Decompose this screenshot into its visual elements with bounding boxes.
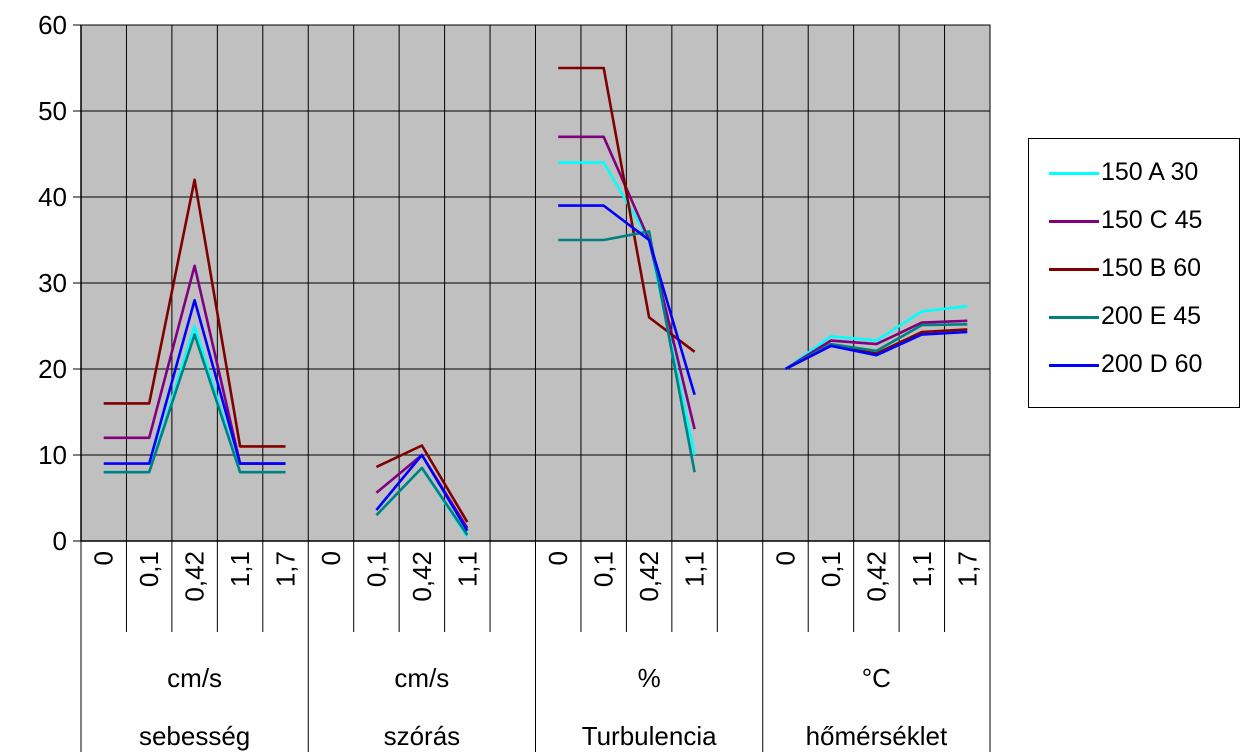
x-group-label: Turbulencia <box>582 721 717 751</box>
x-category-label: 1,1 <box>452 551 482 587</box>
x-unit-label: °C <box>862 663 891 693</box>
series-lines <box>103 66 968 538</box>
legend-item: 150 B 60 <box>1029 249 1239 289</box>
legend-item: 200 E 45 <box>1029 297 1239 337</box>
legend-item: 200 D 60 <box>1029 345 1239 385</box>
series-line-200-d-60 <box>103 298 286 465</box>
x-group-label: hőmérséklet <box>806 721 948 751</box>
series-line-200-e-45 <box>375 466 469 536</box>
x-category-label: 0,42 <box>407 551 437 602</box>
x-group-label: szórás <box>384 721 461 751</box>
series-line-150-b-60 <box>103 178 286 448</box>
x-category-label: 0 <box>543 551 573 565</box>
x-category-label: 0,42 <box>861 551 891 602</box>
legend: 150 A 30 150 C 45 150 B 60 200 E 45 200 D 60 <box>1028 138 1240 408</box>
x-category-label: 1,7 <box>271 551 301 587</box>
legend-label: 200 E 45 <box>1101 302 1202 330</box>
legend-item: 150 A 30 <box>1029 153 1239 193</box>
legend-label: 150 B 60 <box>1101 254 1202 282</box>
x-category-label: 0,42 <box>634 551 664 602</box>
series-line-150-b-60 <box>558 66 696 353</box>
legend-swatch <box>1049 268 1099 271</box>
series-line-150-c-45 <box>784 319 968 371</box>
y-tick-label: 20 <box>38 354 67 384</box>
x-category-label: 0,1 <box>361 551 391 587</box>
series-line-200-d-60 <box>784 330 968 371</box>
series-line-200-d-60 <box>558 204 696 396</box>
y-tick-label: 30 <box>38 268 67 298</box>
legend-swatch <box>1049 364 1099 367</box>
x-category-label: 1,7 <box>952 551 982 587</box>
x-category-label: 0,1 <box>816 551 846 587</box>
x-unit-label: % <box>638 663 661 693</box>
legend-label: 200 D 60 <box>1101 350 1203 378</box>
legend-swatch <box>1049 172 1099 175</box>
x-category-label: 0,1 <box>134 551 164 587</box>
y-tick-label: 10 <box>38 440 67 470</box>
series-line-200-e-45 <box>103 333 286 474</box>
series-line-150-a-30 <box>784 304 968 371</box>
x-category-label: 1,1 <box>907 551 937 587</box>
x-category-label: 0 <box>770 551 800 565</box>
y-tick-label: 50 <box>38 96 67 126</box>
x-unit-label: cm/s <box>167 663 222 693</box>
grid-lines <box>81 24 990 542</box>
series-line-200-e-45 <box>558 230 696 473</box>
legend-label: 150 A 30 <box>1101 158 1199 186</box>
x-group-label: sebesség <box>139 721 250 751</box>
legend-item: 150 C 45 <box>1029 201 1239 241</box>
x-category-label: 0 <box>316 551 346 565</box>
series-line-150-b-60 <box>375 444 469 523</box>
series-line-200-d-60 <box>375 453 469 532</box>
x-unit-label: cm/s <box>394 663 449 693</box>
y-axis: 0 10 20 30 40 50 60 <box>38 10 82 556</box>
y-tick-label: 60 <box>38 10 67 40</box>
x-axis: 0 0,1 0,42 1,1 1,7 cm/s sebesség 0 0,1 0,42 1,1 cm/… <box>80 540 991 752</box>
x-category-label: 0,1 <box>589 551 619 587</box>
legend-swatch <box>1049 220 1099 223</box>
y-tick-label: 40 <box>38 182 67 212</box>
legend-label: 150 C 45 <box>1101 206 1203 234</box>
x-category-label: 1,1 <box>225 551 255 587</box>
x-category-label: 0 <box>89 551 119 565</box>
y-tick-label: 0 <box>53 526 67 556</box>
x-category-label: 0,42 <box>180 551 210 602</box>
legend-swatch <box>1049 316 1099 319</box>
x-category-label: 1,1 <box>680 551 710 587</box>
